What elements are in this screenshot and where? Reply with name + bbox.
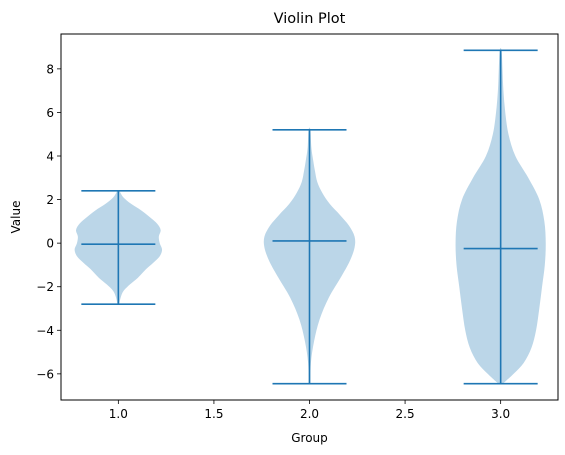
y-tick-label: 0 xyxy=(46,237,54,251)
y-axis: −6 −4 −2 0 2 4 6 8 xyxy=(36,62,61,381)
y-tick-label: 4 xyxy=(46,150,54,164)
plot-area xyxy=(74,48,546,385)
x-axis-label: Group xyxy=(291,431,328,445)
x-tick-label: 1.0 xyxy=(109,407,128,421)
x-tick-label: 2.0 xyxy=(300,407,319,421)
x-tick-label: 1.5 xyxy=(204,407,223,421)
y-tick-label: 6 xyxy=(46,106,54,120)
y-tick-label: 2 xyxy=(46,193,54,207)
y-tick-label: −2 xyxy=(36,280,54,294)
y-axis-label: Value xyxy=(9,201,23,234)
x-axis: 1.0 1.5 2.0 2.5 3.0 xyxy=(109,400,510,421)
x-tick-label: 2.5 xyxy=(396,407,415,421)
x-tick-label: 3.0 xyxy=(491,407,510,421)
y-tick-label: −6 xyxy=(36,367,54,381)
chart-title: Violin Plot xyxy=(274,11,346,27)
y-tick-label: 8 xyxy=(46,62,54,76)
y-tick-label: −4 xyxy=(36,324,54,338)
